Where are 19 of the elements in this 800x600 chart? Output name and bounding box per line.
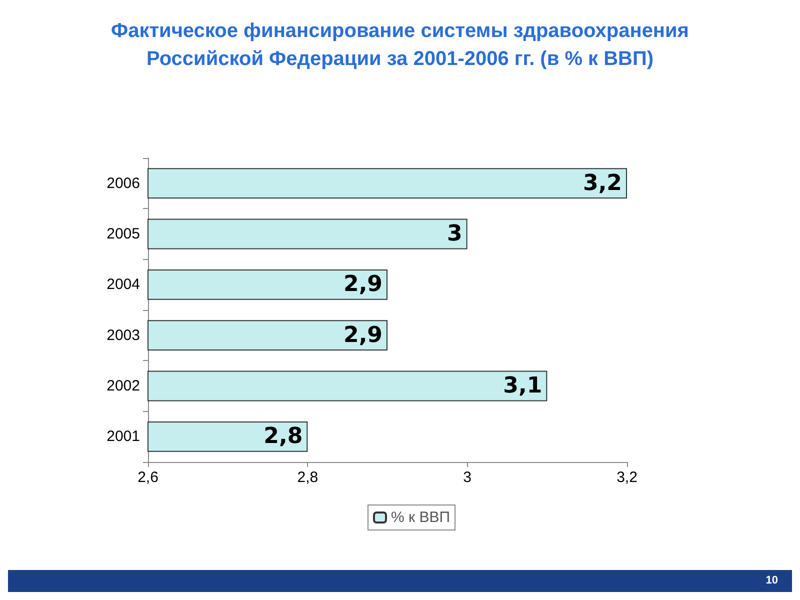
data-label: 3,1 xyxy=(503,374,542,398)
data-label: 2,9 xyxy=(344,322,382,348)
y-tick-label: 2003 xyxy=(106,326,140,344)
data-label: 3,2 xyxy=(583,170,622,196)
text: 10 xyxy=(766,574,778,586)
y-tick-label: 2006 xyxy=(106,174,140,192)
y-tick-label: 2001 xyxy=(106,428,140,446)
y-tick-label: 2002 xyxy=(106,378,140,394)
data-label: 2,9 xyxy=(344,272,382,298)
x-tick-label: 3,2 xyxy=(616,469,638,486)
chart-title: Фактическое финансирование системы здравоохранения Российской Федерации за 2001-2006 гг. (в % к ВВП) xyxy=(111,20,689,70)
y-tick-label: 2005 xyxy=(106,226,140,242)
y-tick-label: 2004 xyxy=(106,276,140,294)
data-label: 3 xyxy=(447,222,462,246)
x-tick-label: 2,6 xyxy=(138,469,158,486)
x-tick-label: 2,8 xyxy=(297,469,318,486)
data-label: 2,8 xyxy=(264,424,303,450)
legend-label: % к ВВП xyxy=(391,509,450,526)
x-tick-label: 3 xyxy=(463,469,472,486)
